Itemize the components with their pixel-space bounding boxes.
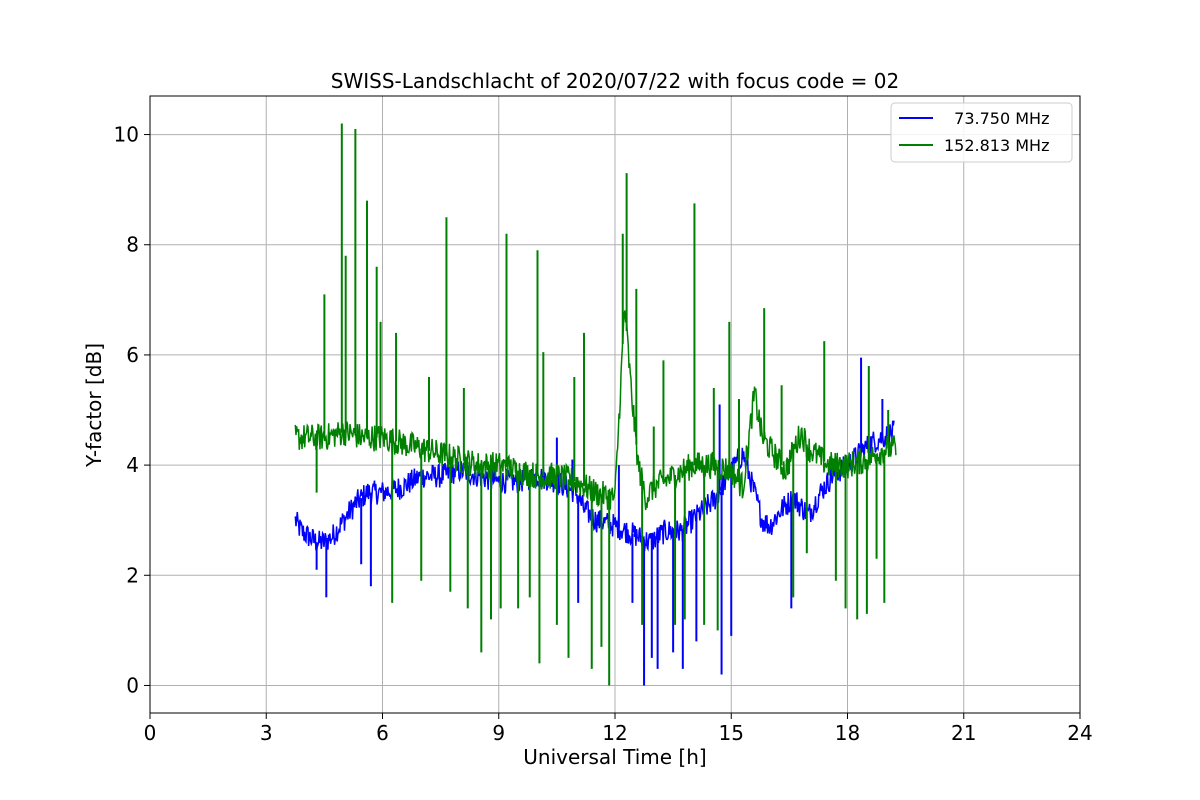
chart-title: SWISS-Landschlacht of 2020/07/22 with fo…: [331, 69, 899, 93]
x-tick-label: 24: [1067, 721, 1092, 745]
x-tick-label: 18: [835, 721, 860, 745]
x-tick-label: 21: [951, 721, 976, 745]
y-tick-label: 0: [126, 673, 139, 697]
y-tick-label: 6: [126, 343, 139, 367]
grid: [149, 96, 1081, 713]
x-tick-label: 9: [492, 721, 505, 745]
legend-label-152813: 152.813 MHz: [944, 136, 1049, 155]
x-tick-label: 15: [719, 721, 744, 745]
y-tick-label: 8: [126, 233, 139, 257]
y-tick-label: 10: [114, 123, 139, 147]
x-tick-label: 3: [260, 721, 273, 745]
x-tick-label: 6: [376, 721, 389, 745]
series-line: [294, 310, 897, 511]
x-tick-label: 0: [144, 721, 157, 745]
legend-box: [890, 102, 1073, 163]
series-1: [294, 123, 897, 686]
series-0: [294, 357, 895, 686]
y-tick-label: 4: [126, 453, 139, 477]
legend: 73.750 MHz 152.813 MHz: [890, 102, 1073, 163]
x-tick-label: 12: [602, 721, 627, 745]
plot-area: [294, 123, 897, 686]
y-axis-label: Y-factor [dB]: [82, 343, 106, 468]
x-axis-label: Universal Time [h]: [523, 745, 706, 769]
y-tick-label: 2: [126, 563, 139, 587]
legend-label-73750: 73.750 MHz: [944, 109, 1049, 128]
